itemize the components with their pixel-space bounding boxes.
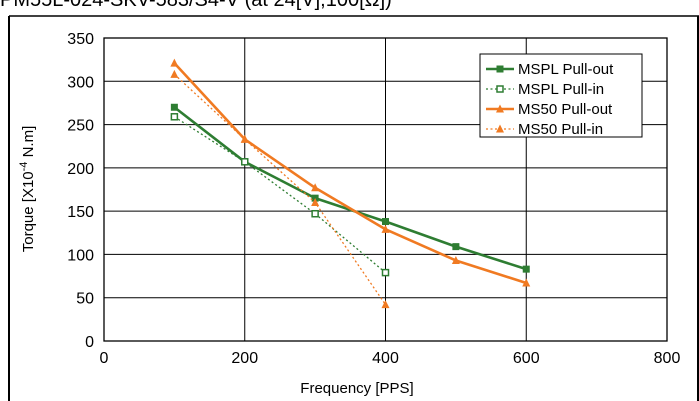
data-point xyxy=(311,197,320,206)
chart-caption: PM55L-024-SKV-583/S4-V (at 24[V],100[Ω]) xyxy=(0,0,392,11)
data-point xyxy=(452,243,460,251)
legend-entry-label: MS50 Pull-in xyxy=(518,121,603,138)
axis-ticks: 0 50 100 150 200 250 300 350 0 200 400 600 800 xyxy=(67,31,680,367)
x-tick-label: 200 xyxy=(231,350,258,367)
data-point xyxy=(381,268,390,277)
legend-swatch-marker xyxy=(496,85,504,93)
y-tick-label: 350 xyxy=(67,31,94,48)
plot-area-border xyxy=(103,37,668,342)
y-axis-label-exponent: -4 xyxy=(18,162,30,172)
y-axis-label-suffix: N.m] xyxy=(20,126,37,162)
series-mspl-pull-in xyxy=(170,113,390,277)
grid xyxy=(104,38,667,341)
data-point xyxy=(311,183,320,192)
y-axis-label-prefix: Torque [X10 xyxy=(20,171,37,252)
series-group xyxy=(170,58,531,309)
legend-swatch-marker xyxy=(496,65,504,73)
x-tick-label: 0 xyxy=(100,350,109,367)
series-mspl-pull-out xyxy=(170,103,530,273)
y-tick-label: 150 xyxy=(67,204,94,221)
data-point xyxy=(381,300,390,309)
data-point xyxy=(170,58,179,67)
legend-swatch-marker xyxy=(496,104,504,113)
y-tick-label: 250 xyxy=(67,118,94,135)
legend-entry-label: MS50 Pull-out xyxy=(518,101,613,118)
series-ms50-pull-in xyxy=(170,69,390,309)
x-tick-label: 600 xyxy=(513,350,540,367)
data-point xyxy=(240,134,249,143)
data-point xyxy=(170,103,178,111)
legend-swatch-marker xyxy=(496,124,504,133)
legend: MSPL Pull-out MSPL Pull-in MS50 Pull-out MS… xyxy=(479,53,643,138)
series-line xyxy=(173,62,527,285)
y-tick-label: 300 xyxy=(67,74,94,91)
y-tick-label: 50 xyxy=(76,291,94,308)
data-point xyxy=(241,158,249,166)
data-point xyxy=(522,265,530,273)
series-line xyxy=(173,106,527,271)
series-line xyxy=(173,73,387,306)
x-tick-label: 800 xyxy=(654,350,681,367)
y-tick-label: 0 xyxy=(85,334,94,351)
data-point xyxy=(170,113,179,121)
data-point xyxy=(382,218,389,226)
y-axis-label: Torque [X10-4 N.m] xyxy=(18,126,37,253)
y-tick-label: 100 xyxy=(67,247,94,264)
data-point xyxy=(522,278,531,287)
data-point xyxy=(451,255,460,264)
legend-entry-label: MSPL Pull-out xyxy=(518,61,614,78)
x-axis-label: Frequency [PPS] xyxy=(300,380,413,397)
data-point xyxy=(381,224,390,233)
series-line xyxy=(174,116,386,274)
series-ms50-pull-out xyxy=(170,58,531,287)
x-tick-label: 400 xyxy=(372,350,399,367)
legend-entry-label: MSPL Pull-in xyxy=(518,81,604,98)
data-point xyxy=(311,209,319,218)
data-point xyxy=(170,69,179,78)
y-tick-label: 200 xyxy=(67,161,94,178)
